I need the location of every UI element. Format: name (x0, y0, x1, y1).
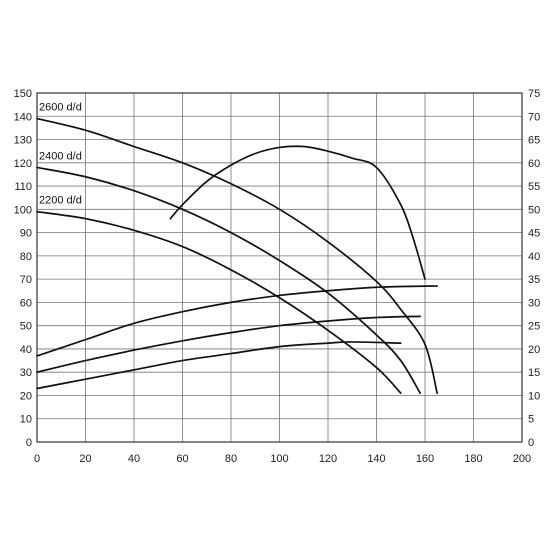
y-tick-label: 0 (26, 437, 32, 449)
x-tick-label: 40 (128, 453, 140, 465)
y-tick-label: 70 (20, 274, 32, 286)
series-line-5 (36, 315, 421, 374)
x-tick-label: 120 (319, 453, 337, 465)
y-tick-label: 140 (14, 111, 32, 123)
series-line-2600-d-d (36, 117, 438, 394)
y2-axis-ticks: 0 5 10 15 20 25 30 35 40 45 50 55 60 65 70 75 (528, 88, 540, 449)
x-tick-label: 160 (416, 453, 434, 465)
y-tick-label: 80 (20, 251, 32, 263)
x-tick-label: 200 (513, 453, 531, 465)
performance-curves (36, 117, 438, 394)
x-tick-label: 60 (176, 453, 188, 465)
y-axis-ticks: 0 10 20 30 40 50 60 70 80 90 100 110 120 130 140 150 (14, 88, 32, 449)
y-tick-label: 20 (20, 390, 32, 402)
x-axis-ticks: 0 20 40 60 80 100 120 140 160 180 200 (34, 453, 531, 465)
y2-tick-label: 55 (528, 181, 540, 193)
curve-label: 2600 d/d (39, 102, 82, 114)
x-tick-label: 180 (464, 453, 482, 465)
series-line-6 (36, 341, 402, 390)
y-tick-label: 40 (20, 344, 32, 356)
y2-tick-label: 0 (528, 437, 534, 449)
series-line-4 (36, 285, 438, 357)
y-tick-label: 60 (20, 297, 32, 309)
y2-tick-label: 30 (528, 297, 540, 309)
plot-frame (36, 92, 523, 443)
y-tick-label: 10 (20, 414, 32, 426)
grid-lines (36, 92, 523, 443)
y2-tick-label: 5 (528, 414, 534, 426)
y2-tick-label: 40 (528, 251, 540, 263)
curve-labels: 2600 d/d 2400 d/d 2200 d/d (39, 102, 82, 207)
y2-tick-label: 20 (528, 344, 540, 356)
series-line-7 (169, 145, 426, 280)
y-tick-label: 150 (14, 88, 32, 100)
series-line-2400-d-d (36, 166, 421, 394)
y2-tick-label: 70 (528, 111, 540, 123)
curve-label: 2200 d/d (39, 195, 82, 207)
y2-tick-label: 10 (528, 390, 540, 402)
y2-tick-label: 75 (528, 88, 540, 100)
y-tick-label: 110 (14, 181, 32, 193)
x-tick-label: 20 (79, 453, 91, 465)
curve-label: 2400 d/d (39, 150, 82, 162)
x-tick-label: 80 (225, 453, 237, 465)
y2-tick-label: 50 (528, 204, 540, 216)
y-tick-label: 130 (14, 135, 32, 147)
y-tick-label: 30 (20, 367, 32, 379)
y-tick-label: 50 (20, 321, 32, 333)
y2-tick-label: 65 (528, 135, 540, 147)
y-tick-label: 90 (20, 228, 32, 240)
series-line-2200-d-d (36, 210, 402, 394)
y2-tick-label: 25 (528, 321, 540, 333)
y-tick-label: 100 (14, 204, 32, 216)
x-tick-label: 100 (270, 453, 288, 465)
y2-tick-label: 45 (528, 228, 540, 240)
y2-tick-label: 35 (528, 274, 540, 286)
y-tick-label: 120 (14, 158, 32, 170)
y2-tick-label: 15 (528, 367, 540, 379)
x-tick-label: 140 (367, 453, 385, 465)
y2-tick-label: 60 (528, 158, 540, 170)
x-tick-label: 0 (34, 453, 40, 465)
